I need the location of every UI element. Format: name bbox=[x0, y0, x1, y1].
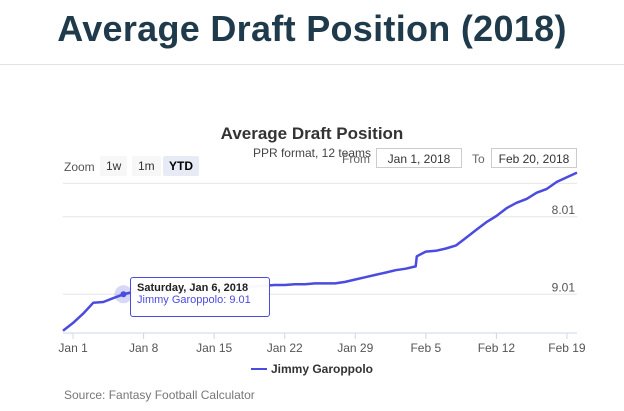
zoom-ytd-button[interactable]: YTD bbox=[163, 156, 199, 176]
zoom-label: Zoom bbox=[64, 160, 95, 174]
from-label: From bbox=[342, 152, 370, 166]
x-tick-label: Jan 22 bbox=[267, 341, 303, 355]
x-tick-label: Jan 8 bbox=[129, 341, 159, 355]
x-tick-label: Jan 15 bbox=[196, 341, 232, 355]
legend[interactable]: Jimmy Garoppolo bbox=[0, 362, 624, 376]
x-tick-label: Jan 1 bbox=[58, 341, 88, 355]
from-date-input[interactable]: Jan 1, 2018 bbox=[376, 148, 462, 168]
data-point bbox=[120, 291, 127, 298]
tooltip-date: Saturday, Jan 6, 2018 bbox=[137, 282, 249, 294]
chart-tooltip: Saturday, Jan 6, 2018 Jimmy Garoppolo: 9… bbox=[130, 277, 270, 317]
x-tick-label: Feb 19 bbox=[548, 341, 586, 355]
zoom-1w-button[interactable]: 1w bbox=[100, 156, 128, 176]
source-credit: Source: Fantasy Football Calculator bbox=[64, 388, 255, 402]
chart-subtitle: PPR format, 12 teams bbox=[252, 146, 372, 160]
legend-series-name: Jimmy Garoppolo bbox=[270, 362, 374, 376]
x-axis: Jan 1 Jan 8 Jan 15 Jan 22 Jan 29 Feb 5 Feb 12 F… bbox=[58, 332, 586, 355]
to-label: To bbox=[472, 152, 485, 166]
to-date-input[interactable]: Feb 20, 2018 bbox=[491, 148, 577, 168]
legend-swatch bbox=[250, 367, 267, 370]
page-title: Average Draft Position (2018) bbox=[57, 8, 567, 49]
y-tick-label: 8.01 bbox=[552, 203, 576, 217]
title-divider bbox=[0, 64, 624, 65]
chart-title: Average Draft Position bbox=[220, 124, 404, 143]
x-tick-label: Jan 29 bbox=[337, 341, 373, 355]
y-tick-label: 9.01 bbox=[552, 280, 576, 294]
tooltip-value: 9.01 bbox=[229, 294, 251, 306]
tooltip-series: Jimmy Garoppolo: 9.01 bbox=[137, 294, 251, 306]
x-tick-label: Feb 12 bbox=[478, 341, 516, 355]
tooltip-series-name: Jimmy Garoppolo bbox=[137, 294, 224, 306]
x-tick-label: Feb 5 bbox=[410, 341, 441, 355]
zoom-1m-button[interactable]: 1m bbox=[132, 156, 161, 176]
y-axis: 8.01 9.01 bbox=[552, 203, 576, 295]
